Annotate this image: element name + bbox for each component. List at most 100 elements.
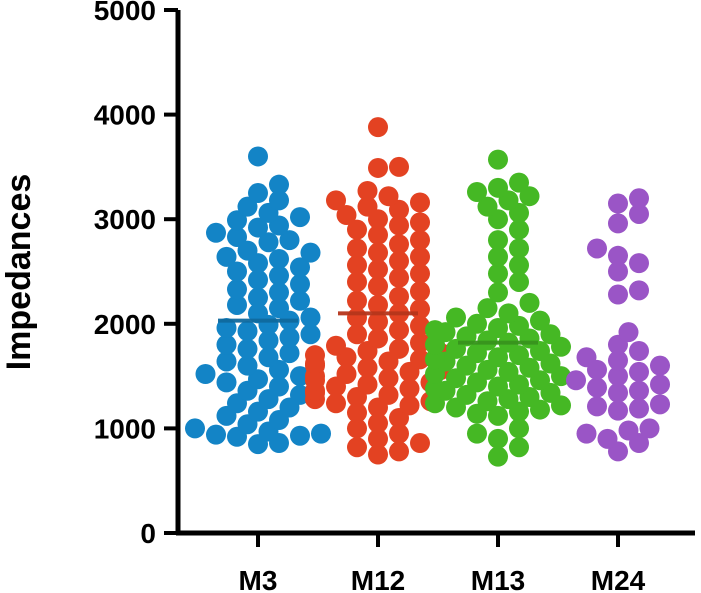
x-ticks: M3 M12 M13 M24 — [239, 533, 646, 593]
data-point-m12 — [389, 267, 409, 288]
data-point-m12 — [389, 234, 409, 255]
data-point-m12 — [336, 205, 357, 226]
data-point-m12 — [410, 349, 430, 370]
data-point-m24 — [629, 398, 649, 419]
data-point-m24 — [618, 322, 639, 343]
data-point-m12 — [368, 276, 388, 297]
data-point-m3 — [237, 355, 258, 376]
data-point-m24 — [618, 420, 639, 441]
data-point-m3 — [227, 261, 247, 282]
data-point-m24 — [608, 400, 628, 421]
data-point-m12 — [368, 444, 388, 465]
data-point-m12 — [326, 335, 346, 356]
data-point-m3 — [237, 196, 258, 217]
data-point-m3 — [300, 324, 321, 345]
data-point-m12 — [347, 290, 367, 311]
data-point-m13 — [509, 255, 529, 276]
data-point-m12 — [399, 378, 420, 399]
data-point-m12 — [347, 219, 367, 240]
data-point-m3 — [290, 207, 310, 228]
data-point-m24 — [629, 361, 649, 382]
data-point-m13 — [498, 303, 519, 324]
data-point-m24 — [629, 280, 649, 301]
data-point-m12 — [410, 433, 430, 454]
data-point-m12 — [368, 157, 388, 178]
data-point-m24 — [608, 261, 628, 282]
data-point-m3 — [216, 317, 237, 338]
data-point-m13 — [488, 230, 508, 251]
data-point-m24 — [597, 428, 618, 449]
data-point-m13 — [519, 292, 540, 313]
data-point-m24 — [629, 188, 649, 209]
data-point-m13 — [488, 263, 508, 284]
data-point-m12 — [389, 156, 409, 177]
data-point-m12 — [368, 259, 388, 280]
data-point-m3 — [279, 343, 300, 364]
data-point-m3 — [290, 384, 310, 405]
data-points — [185, 117, 670, 467]
data-point-m12 — [410, 299, 430, 320]
data-point-m24 — [576, 347, 597, 368]
data-point-m3 — [206, 424, 226, 445]
data-point-m12 — [410, 212, 430, 233]
data-point-m3 — [248, 287, 268, 308]
data-point-m24 — [587, 377, 607, 398]
data-point-m12 — [389, 338, 409, 359]
data-point-m24 — [566, 370, 586, 391]
data-point-m13 — [488, 246, 508, 267]
data-point-m13 — [509, 418, 529, 439]
data-point-m3 — [300, 242, 321, 263]
data-point-m3 — [248, 217, 268, 238]
data-point-m3 — [216, 372, 237, 393]
data-point-m3 — [290, 425, 310, 446]
data-point-m13 — [488, 282, 508, 303]
data-point-m24 — [608, 193, 628, 214]
data-point-m12 — [368, 311, 388, 332]
data-point-m24 — [576, 423, 597, 444]
data-point-m3 — [237, 338, 258, 359]
data-point-m24 — [587, 238, 607, 259]
data-point-m3 — [290, 257, 310, 278]
data-point-m3 — [269, 376, 289, 397]
data-point-m3 — [227, 294, 247, 315]
data-point-m13 — [540, 324, 561, 345]
data-point-m13 — [477, 196, 498, 217]
data-point-m13 — [498, 361, 519, 382]
data-point-m12 — [378, 368, 399, 389]
data-point-m24 — [650, 374, 670, 395]
data-point-m13 — [477, 391, 498, 412]
data-point-m3 — [216, 334, 237, 355]
y-tick-label: 1000 — [94, 413, 156, 444]
data-point-m3 — [216, 246, 237, 267]
data-point-m12 — [410, 263, 430, 284]
data-point-m3 — [290, 274, 310, 295]
data-point-m12 — [305, 345, 325, 366]
data-point-m12 — [347, 324, 367, 345]
x-tick-label: M3 — [239, 565, 278, 593]
data-point-m12 — [347, 437, 367, 458]
data-point-m12 — [389, 441, 409, 462]
data-point-m13 — [519, 186, 540, 207]
chart-axes — [175, 10, 695, 536]
data-point-m3 — [290, 366, 310, 387]
data-point-m12 — [389, 423, 409, 444]
data-point-m13 — [488, 405, 508, 426]
data-point-m13 — [425, 378, 445, 399]
data-point-m3 — [258, 347, 279, 368]
data-point-m13 — [509, 219, 529, 240]
data-point-m12 — [410, 246, 430, 267]
data-point-m3 — [227, 279, 247, 300]
data-point-m13 — [530, 310, 550, 331]
data-point-m24 — [629, 253, 649, 274]
data-point-m13 — [425, 349, 445, 370]
y-tick-label: 2000 — [94, 309, 156, 340]
data-point-m12 — [410, 332, 430, 353]
data-point-m24 — [608, 284, 628, 305]
data-point-m12 — [357, 357, 378, 378]
data-point-m3 — [269, 248, 289, 269]
data-point-m3 — [269, 190, 289, 211]
data-point-m13 — [488, 376, 508, 397]
y-tick-label: 4000 — [94, 100, 156, 131]
data-point-m13 — [488, 446, 508, 467]
